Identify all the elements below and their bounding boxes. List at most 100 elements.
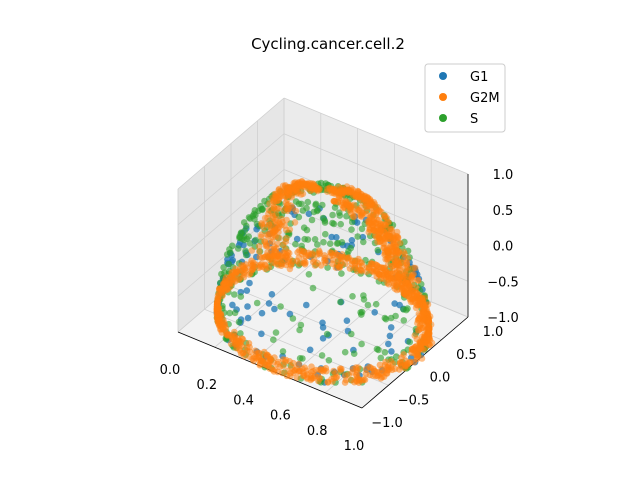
g2m-point bbox=[382, 358, 389, 366]
s-point bbox=[308, 216, 316, 224]
g2m-point bbox=[414, 294, 421, 302]
g2m-point bbox=[391, 241, 399, 249]
g2m-point bbox=[411, 264, 419, 272]
g2m-point bbox=[266, 256, 273, 264]
grid-line bbox=[177, 133, 285, 226]
s-point bbox=[299, 207, 307, 214]
g1-point bbox=[265, 300, 273, 307]
x-tick-label: 0.0 bbox=[160, 363, 181, 378]
s-point bbox=[321, 217, 329, 224]
s-point bbox=[251, 215, 258, 223]
g2m-point bbox=[300, 248, 308, 255]
g2m-point bbox=[355, 207, 363, 214]
g2m-point bbox=[401, 250, 408, 258]
g2m-point bbox=[243, 344, 251, 351]
g2m-point bbox=[389, 360, 397, 368]
scatter-points bbox=[213, 178, 436, 387]
g2m-point bbox=[263, 231, 271, 238]
s-point bbox=[358, 308, 366, 316]
s-point bbox=[377, 354, 385, 362]
g2m-point bbox=[283, 234, 290, 242]
g1-point bbox=[396, 301, 403, 309]
g2m-point bbox=[278, 215, 285, 223]
g2m-point bbox=[416, 344, 424, 352]
g2m-point bbox=[231, 332, 238, 340]
x-tick-label: 0.8 bbox=[307, 424, 328, 439]
g2m-point bbox=[328, 260, 336, 268]
x-tick-label: 1.0 bbox=[344, 439, 365, 454]
g2m-point bbox=[403, 276, 411, 284]
g2m-point bbox=[372, 372, 380, 380]
g2m-point bbox=[360, 376, 368, 383]
g1-point bbox=[244, 314, 252, 322]
s-point bbox=[252, 236, 259, 244]
s-point bbox=[272, 329, 280, 336]
g2m-point bbox=[377, 227, 385, 234]
g2m-point bbox=[227, 340, 235, 348]
g1-point bbox=[385, 340, 392, 348]
s-point bbox=[312, 201, 319, 209]
s-point bbox=[406, 338, 414, 346]
g1-point bbox=[387, 324, 395, 331]
x-tick-label: 0.6 bbox=[270, 409, 291, 424]
g1-point bbox=[319, 324, 327, 331]
g2m-point bbox=[370, 226, 378, 234]
g2m-point bbox=[410, 358, 418, 366]
s-point bbox=[334, 239, 342, 247]
g2m-point bbox=[324, 188, 331, 195]
g2m-point bbox=[418, 333, 426, 341]
g2m-point bbox=[413, 335, 421, 343]
g2m-point bbox=[279, 254, 286, 261]
s-point bbox=[245, 214, 253, 221]
s-point bbox=[300, 224, 308, 231]
g2m-point bbox=[349, 190, 357, 198]
s-point bbox=[325, 357, 333, 364]
s-point bbox=[318, 352, 326, 359]
g2m-point bbox=[350, 213, 358, 221]
g2m-point bbox=[269, 212, 277, 220]
s-point bbox=[231, 309, 239, 317]
s-point bbox=[298, 200, 305, 208]
g2m-point bbox=[217, 326, 224, 333]
grid-line bbox=[283, 97, 469, 175]
g2m-point bbox=[383, 255, 391, 263]
g1-point bbox=[271, 305, 278, 313]
g2m-point bbox=[413, 350, 420, 357]
s-point bbox=[354, 233, 362, 240]
g1-point bbox=[305, 210, 313, 218]
g2m-point bbox=[338, 259, 345, 267]
g2m-point bbox=[230, 276, 237, 283]
g2m-point bbox=[363, 196, 371, 204]
g2m-point bbox=[274, 360, 281, 368]
g2m-point bbox=[349, 365, 357, 373]
g2m-point bbox=[261, 238, 269, 245]
s-point bbox=[218, 270, 225, 278]
g2m-point bbox=[312, 183, 320, 190]
g1-point bbox=[244, 303, 251, 310]
g2m-point bbox=[418, 355, 426, 362]
g2m-point bbox=[366, 371, 374, 379]
g2m-point bbox=[372, 220, 379, 227]
axes-ticks: 0.00.20.40.60.81.0−1.0−0.50.00.51.0−1.0−… bbox=[160, 168, 519, 454]
legend: G1 G2M S bbox=[424, 63, 506, 133]
s-point bbox=[338, 270, 345, 277]
g2m-point bbox=[414, 276, 422, 284]
g2m-point bbox=[355, 364, 362, 372]
z-tick-label: −0.5 bbox=[487, 275, 519, 290]
z-tick-label: 1.0 bbox=[493, 168, 514, 183]
s-point bbox=[347, 244, 355, 252]
g2m-point bbox=[379, 235, 387, 242]
g2m-point bbox=[224, 332, 231, 339]
g2m-point bbox=[346, 265, 354, 272]
s-point bbox=[296, 326, 303, 334]
g2m-point bbox=[299, 190, 307, 198]
s-point bbox=[358, 340, 365, 348]
g1-point bbox=[371, 309, 379, 316]
g1-point bbox=[348, 237, 356, 244]
g1-point bbox=[258, 309, 266, 317]
s-point bbox=[360, 238, 367, 246]
g1-point bbox=[240, 241, 247, 249]
legend-marker bbox=[439, 114, 447, 122]
g2m-point bbox=[373, 267, 380, 275]
g2m-point bbox=[284, 248, 292, 256]
